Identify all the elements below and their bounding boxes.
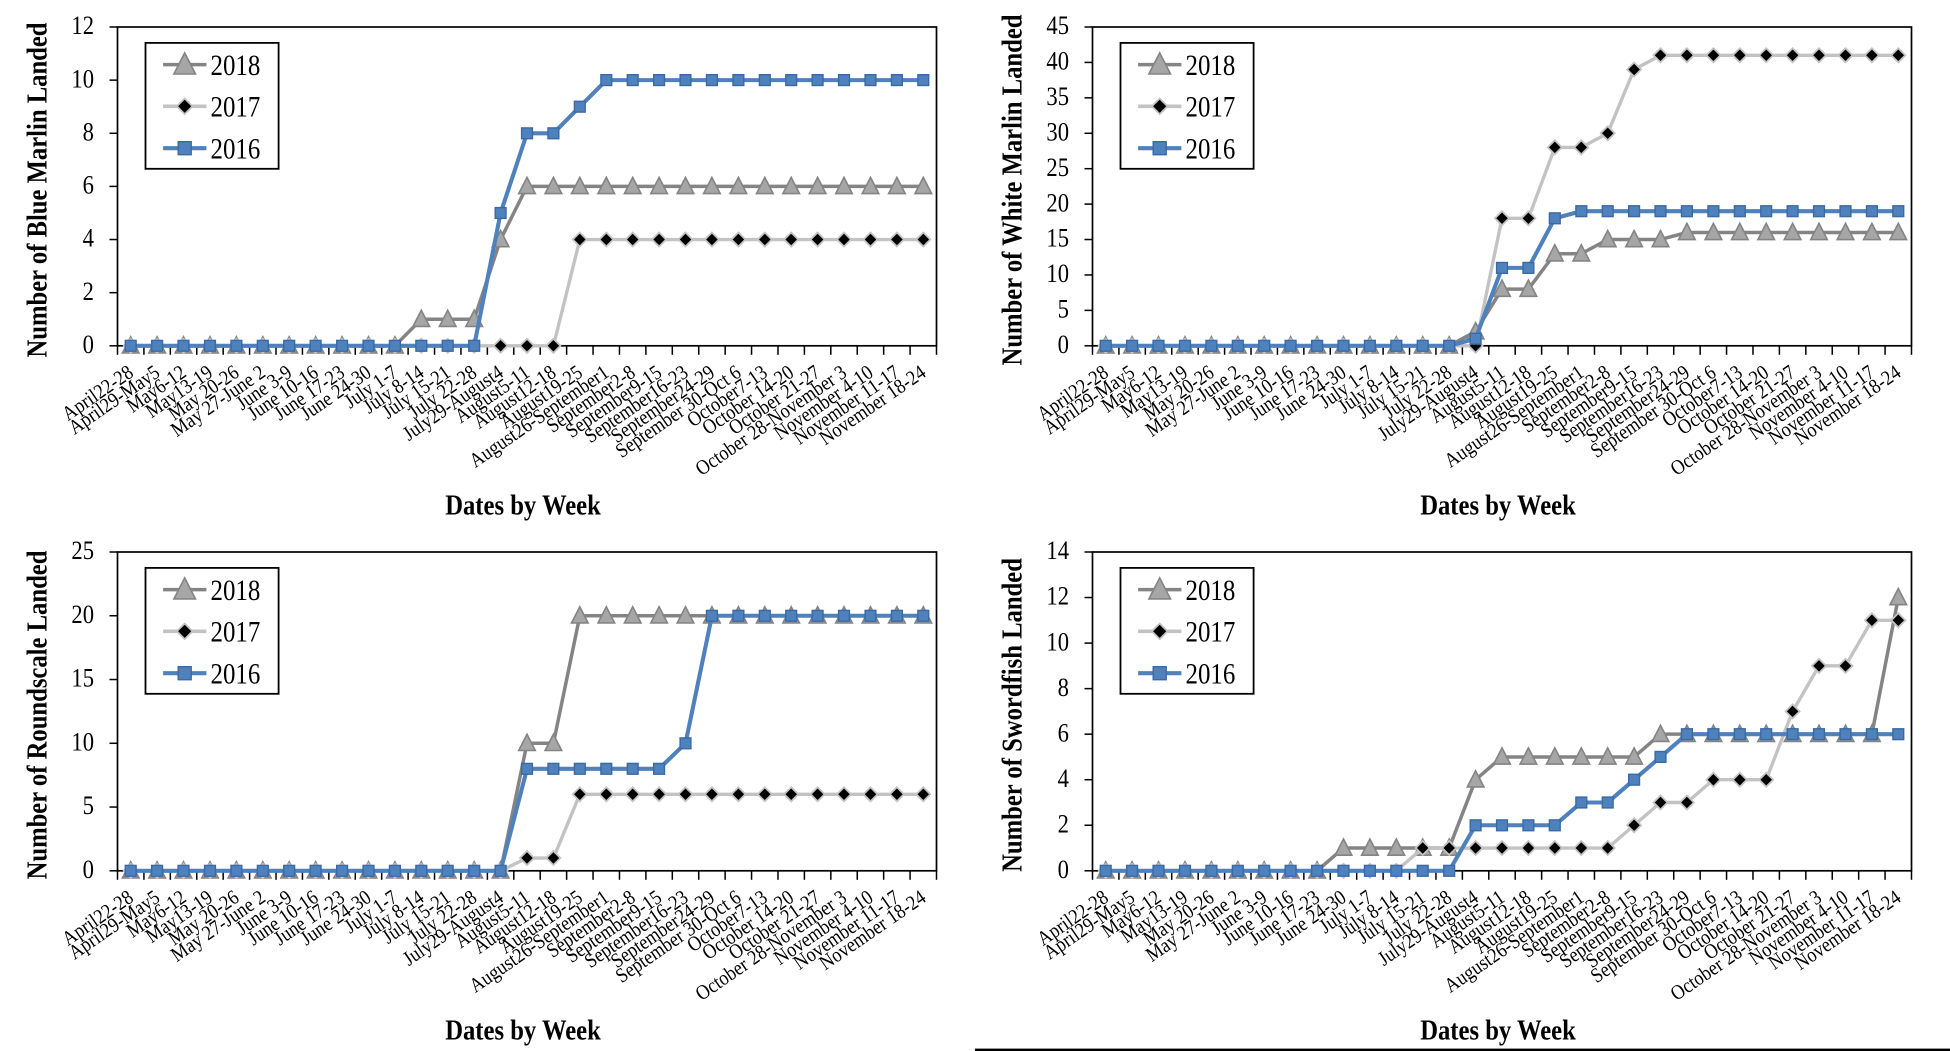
svg-text:12: 12: [1046, 582, 1069, 611]
svg-text:4: 4: [1058, 765, 1069, 794]
svg-text:0: 0: [83, 331, 94, 360]
svg-text:2016: 2016: [211, 658, 261, 690]
svg-text:40: 40: [1046, 47, 1069, 76]
svg-text:6: 6: [1058, 719, 1069, 748]
svg-text:5: 5: [1058, 295, 1069, 324]
svg-text:2017: 2017: [211, 91, 261, 123]
svg-text:Number of Roundscale Landed: Number of Roundscale Landed: [20, 551, 52, 880]
svg-text:35: 35: [1046, 83, 1069, 112]
svg-text:30: 30: [1046, 118, 1069, 147]
svg-text:0: 0: [83, 856, 94, 885]
svg-text:15: 15: [1046, 224, 1069, 253]
svg-text:2: 2: [83, 277, 94, 306]
svg-text:Dates by Week: Dates by Week: [1420, 489, 1576, 521]
svg-text:10: 10: [1046, 260, 1069, 289]
svg-text:2017: 2017: [1186, 91, 1236, 123]
svg-text:2016: 2016: [211, 133, 261, 165]
svg-text:2: 2: [1058, 810, 1069, 839]
svg-text:2016: 2016: [1186, 133, 1236, 165]
svg-text:8: 8: [83, 118, 94, 147]
svg-text:10: 10: [71, 65, 94, 94]
svg-text:6: 6: [83, 171, 94, 200]
svg-text:8: 8: [1058, 673, 1069, 702]
svg-text:12: 12: [71, 12, 94, 41]
svg-text:15: 15: [71, 664, 94, 693]
svg-text:45: 45: [1046, 12, 1069, 41]
svg-text:0: 0: [1058, 331, 1069, 360]
svg-text:2017: 2017: [211, 616, 261, 648]
svg-text:Number of Blue Marlin Landed: Number of Blue Marlin Landed: [20, 22, 52, 357]
svg-text:Dates by Week: Dates by Week: [1420, 1014, 1576, 1046]
svg-text:0: 0: [1058, 856, 1069, 885]
svg-text:14: 14: [1046, 537, 1069, 566]
svg-text:2018: 2018: [1186, 49, 1236, 81]
svg-text:Number of Swordfish Landed: Number of Swordfish Landed: [995, 558, 1027, 872]
svg-text:2018: 2018: [211, 49, 261, 81]
svg-text:Number of White Marlin Landed: Number of White Marlin Landed: [995, 14, 1027, 365]
svg-text:2017: 2017: [1186, 616, 1236, 648]
svg-text:2018: 2018: [1186, 574, 1236, 606]
svg-text:2016: 2016: [1186, 658, 1236, 690]
svg-text:10: 10: [71, 728, 94, 757]
svg-text:Dates by Week: Dates by Week: [445, 1014, 601, 1046]
svg-text:Dates by Week: Dates by Week: [445, 489, 601, 521]
svg-text:2018: 2018: [211, 574, 261, 606]
svg-text:25: 25: [71, 537, 94, 566]
svg-text:20: 20: [1046, 189, 1069, 218]
svg-text:5: 5: [83, 792, 94, 821]
svg-text:20: 20: [71, 601, 94, 630]
svg-text:25: 25: [1046, 153, 1069, 182]
svg-text:4: 4: [83, 224, 94, 253]
svg-text:10: 10: [1046, 628, 1069, 657]
